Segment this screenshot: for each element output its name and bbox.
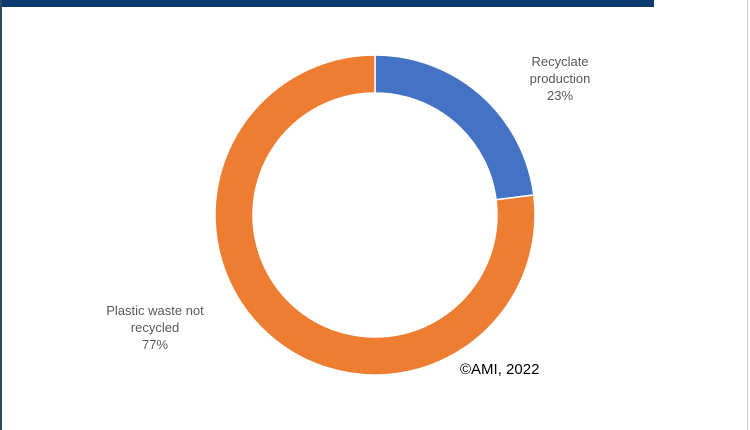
label-name: Plastic waste not bbox=[106, 303, 204, 318]
data-label-recyclate: Recyclate production 23% bbox=[505, 53, 615, 104]
label-name: Recyclate bbox=[531, 54, 589, 69]
label-value: 23% bbox=[546, 88, 574, 103]
label-name: production bbox=[529, 71, 591, 86]
data-label-not-recycled: Plastic waste not recycled 77% bbox=[90, 302, 220, 353]
label-name: recycled bbox=[130, 320, 180, 335]
frame-border-right bbox=[747, 0, 748, 430]
copyright-annotation: ©AMI, 2022 bbox=[460, 361, 540, 378]
frame-border-left bbox=[0, 0, 2, 430]
label-value: 77% bbox=[141, 337, 169, 352]
donut-slice-plastic-waste-not-recycled bbox=[214, 54, 536, 376]
header-bar bbox=[0, 0, 654, 7]
